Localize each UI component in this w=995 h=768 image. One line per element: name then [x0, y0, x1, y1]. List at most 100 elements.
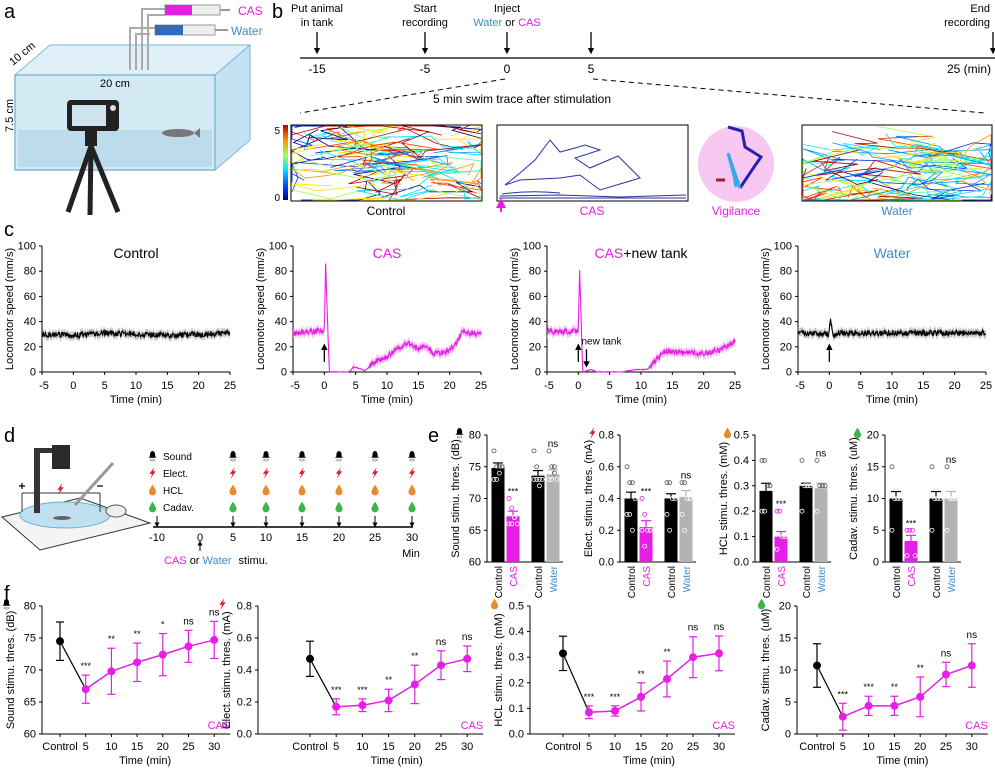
legend-cas: CAS: [712, 720, 735, 732]
fish-tail: [194, 128, 200, 138]
schedule-row-label: Sound: [163, 452, 192, 463]
y-tick-label: 80: [275, 266, 287, 278]
cas-line: [85, 639, 215, 690]
event-label: Put animal: [291, 3, 343, 15]
y-tick-label: 0.6: [599, 461, 614, 473]
schedule-unit: Min: [402, 548, 420, 560]
x-tick-label: 25: [182, 741, 194, 753]
significance-label: ns: [681, 471, 692, 482]
cas-line: [842, 664, 973, 718]
hcl-icon: [371, 484, 379, 496]
data-point: [499, 464, 505, 470]
y-tick-label: 80: [24, 266, 36, 278]
y-tick-label: 0: [30, 367, 36, 379]
trace-path: [303, 130, 365, 152]
x-tick-label: 25: [687, 741, 699, 753]
data-point: [639, 527, 645, 533]
trace-path: [291, 162, 368, 179]
sound-icon: [228, 450, 238, 462]
sem-band: [547, 266, 735, 372]
significance-label: ns: [548, 439, 559, 450]
data-point: [929, 464, 935, 470]
x-tick-label: 25: [475, 380, 487, 392]
significance-label: ns: [183, 616, 194, 627]
trace-path: [867, 171, 992, 201]
y-tick-label: 0.0: [509, 729, 524, 741]
data-point: [664, 511, 670, 517]
data-point: [647, 527, 653, 533]
category-label: Control: [932, 566, 943, 598]
cadav-icon: [408, 501, 416, 513]
data-point: [689, 653, 697, 662]
event-label: Start: [413, 3, 436, 15]
y-tick-label: 0.2: [237, 697, 252, 709]
x-tick-label: 25: [729, 380, 741, 392]
significance-label: ***: [584, 692, 595, 702]
threshold-bar-chart: 0.0 0.2 0.4 0.6 0.8 Elect. stimu. thres. (mA)…: [583, 427, 696, 598]
y-tick-label: 0.4: [734, 455, 749, 467]
trace-path: [403, 125, 482, 136]
data-point: [107, 667, 116, 676]
y-tick-label: 60: [275, 291, 287, 303]
microscope-stand: [34, 448, 40, 513]
x-axis-label: Time (min): [623, 755, 675, 767]
category-label: Control: [802, 566, 813, 598]
x-tick-label: 5: [840, 741, 846, 753]
data-point: [895, 496, 900, 501]
data-point: [942, 670, 950, 679]
control-connector: [816, 665, 844, 717]
data-point: [907, 527, 913, 533]
x-tick-label: 0: [826, 380, 832, 392]
control-trace-frame: [290, 124, 483, 202]
y-axis-label: Sound stimu. thres. (dB): [450, 439, 462, 558]
trace-path: [959, 168, 992, 191]
event-label: recording: [402, 17, 448, 29]
sem-band: [42, 326, 230, 343]
data-point: [685, 496, 690, 501]
data-point: [904, 553, 910, 559]
category-label: Control: [534, 566, 545, 598]
x-tick-label: 20: [914, 741, 926, 753]
data-point: [910, 527, 915, 533]
x-axis-label: Time (min): [361, 394, 413, 406]
data-point: [838, 712, 847, 721]
category-label: Control: [667, 566, 678, 598]
y-tick-label: 40: [24, 316, 36, 328]
vigilance-label: Vigilance: [712, 204, 761, 218]
data-point: [537, 483, 542, 489]
trace-path: [334, 161, 387, 173]
trace-path: [336, 139, 442, 169]
x-tick-label: 5: [586, 741, 592, 753]
chart-title-part: Water: [874, 245, 911, 261]
data-point: [682, 480, 688, 486]
plus-sign-icon: [19, 483, 25, 489]
data-point: [950, 496, 955, 501]
data-point: [546, 477, 552, 482]
trace-path: [906, 157, 979, 172]
significance-label: ***: [906, 518, 917, 528]
data-point: [947, 496, 953, 501]
significance-label: **: [663, 647, 671, 657]
threshold-timecourse-chart: 0 5 10 15 20 Cadav. stimu. thres. (uM) Control…: [757, 598, 988, 767]
threshold-bar-chart: 0 5 10 15 20 Cadav. stimu. thres. (uM) Control…: [848, 427, 961, 598]
x-tick-label: 20: [157, 741, 169, 753]
y-tick-label: 40: [275, 316, 287, 328]
y-tick-label: 15: [779, 633, 791, 645]
camera-screen: [72, 105, 106, 126]
data-point: [664, 480, 670, 486]
data-point: [944, 527, 950, 533]
y-tick-label: 0.0: [734, 557, 749, 569]
elect-icon: [335, 467, 343, 479]
data-point: [627, 511, 633, 517]
threshold-timecourse-chart: 0.0 0.2 0.4 0.6 0.8 Elect. stimu. thres. (mA)…: [219, 598, 484, 767]
cadav-icon: [148, 501, 157, 513]
significance-label: **: [385, 675, 393, 685]
significance-label: ***: [863, 682, 874, 692]
elect-icon: [371, 467, 379, 479]
data-point: [679, 511, 685, 517]
y-tick-label: 0: [873, 557, 879, 569]
x-tick-label: Control: [292, 741, 327, 753]
data-point: [554, 477, 560, 482]
x-tick-label: 20: [193, 380, 205, 392]
hcl-icon: [298, 484, 306, 496]
